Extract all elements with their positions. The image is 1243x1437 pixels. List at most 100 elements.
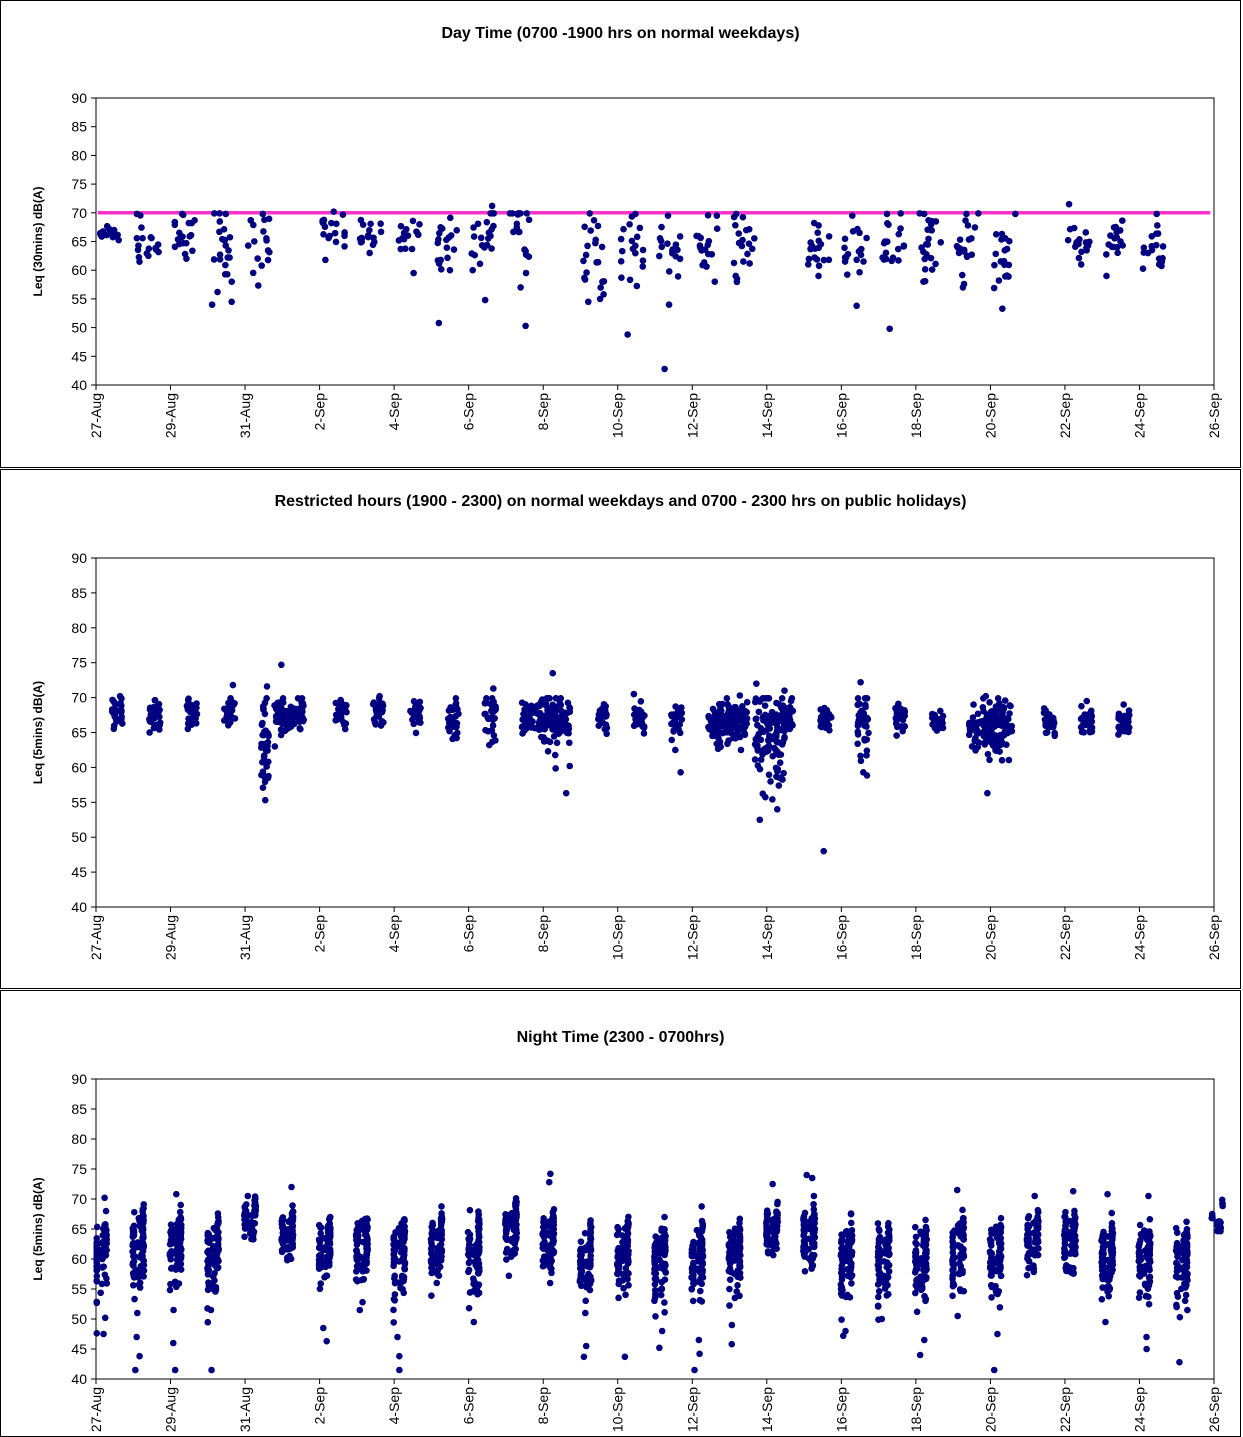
data-point — [171, 1278, 179, 1286]
data-point — [893, 732, 900, 739]
data-point — [453, 719, 461, 727]
data-point — [326, 1214, 334, 1222]
data-point — [1051, 729, 1058, 737]
data-point — [274, 699, 281, 707]
data-point — [987, 1242, 995, 1249]
data-point — [1216, 1224, 1223, 1232]
data-point — [860, 258, 867, 265]
data-point — [930, 718, 938, 726]
data-point — [97, 1247, 105, 1255]
data-point — [489, 722, 497, 729]
data-point — [428, 1264, 436, 1271]
data-point — [519, 723, 526, 730]
data-point — [485, 715, 492, 723]
data-point — [733, 1288, 741, 1295]
data-point — [696, 1296, 704, 1304]
data-point — [559, 717, 566, 724]
data-point — [614, 1260, 621, 1268]
data-point — [1107, 232, 1114, 239]
data-point — [911, 1223, 919, 1231]
data-point — [804, 261, 812, 268]
data-point — [695, 1278, 703, 1286]
data-point — [1176, 1313, 1184, 1321]
x-tick-label: 12-Sep — [684, 1387, 700, 1432]
data-point — [633, 233, 641, 241]
data-point — [876, 1227, 883, 1235]
data-point — [1086, 727, 1094, 734]
data-point — [857, 251, 865, 259]
data-point — [130, 1208, 138, 1216]
data-point — [522, 322, 529, 330]
data-point — [99, 1239, 106, 1246]
y-tick-label: 75 — [71, 176, 87, 192]
data-point — [1031, 1248, 1038, 1255]
data-point — [988, 1294, 995, 1301]
data-point — [632, 242, 639, 250]
data-point — [886, 325, 894, 333]
data-point — [582, 251, 590, 259]
data-point — [173, 1190, 180, 1198]
data-point — [995, 1239, 1003, 1247]
data-point — [263, 683, 271, 690]
data-point — [848, 1227, 856, 1234]
data-point — [1135, 1250, 1143, 1257]
data-point — [475, 1224, 482, 1231]
data-point — [690, 1279, 697, 1287]
data-point — [561, 709, 569, 717]
data-point — [618, 274, 625, 281]
data-point — [134, 1239, 142, 1246]
data-point — [841, 244, 848, 252]
chart-panel-restricted-hours: Restricted hours (1900 - 2300) on normal… — [0, 469, 1241, 989]
x-tick-label: 2-Sep — [312, 915, 328, 953]
data-point — [734, 1272, 742, 1279]
data-point — [416, 220, 423, 228]
data-point — [674, 273, 682, 280]
data-point — [731, 707, 739, 714]
data-point — [341, 243, 348, 250]
data-point — [1146, 1215, 1154, 1223]
data-point — [763, 1220, 770, 1227]
data-point — [261, 216, 268, 224]
data-point — [1120, 701, 1127, 708]
x-tick-label: 18-Sep — [908, 915, 924, 960]
data-point — [807, 245, 814, 253]
data-point — [112, 707, 120, 714]
data-point — [918, 1280, 925, 1288]
data-point — [207, 1306, 215, 1314]
data-point — [975, 739, 983, 746]
data-point — [630, 690, 638, 698]
data-point — [263, 763, 270, 770]
data-point — [154, 241, 162, 248]
data-point — [133, 234, 141, 242]
data-point — [639, 263, 647, 270]
x-tick-label: 26-Sep — [1206, 393, 1222, 438]
data-point — [542, 702, 550, 709]
data-point — [288, 720, 296, 728]
data-point — [845, 1240, 853, 1248]
data-point — [1078, 728, 1086, 736]
data-point — [552, 708, 559, 716]
data-point — [756, 816, 764, 824]
data-point — [955, 249, 963, 257]
data-point — [97, 229, 104, 237]
data-point — [949, 1244, 957, 1252]
data-point — [93, 1239, 101, 1246]
data-point — [1034, 1206, 1042, 1214]
data-point — [900, 723, 907, 730]
data-point — [1174, 1250, 1182, 1257]
data-point — [771, 1245, 778, 1252]
data-point — [525, 216, 533, 224]
data-point — [696, 1287, 704, 1295]
data-point — [1148, 232, 1156, 240]
data-point — [754, 742, 761, 749]
data-point — [865, 729, 872, 737]
data-point — [1098, 1296, 1106, 1303]
data-point — [150, 724, 158, 732]
data-point — [694, 1254, 702, 1261]
data-point — [437, 1221, 445, 1229]
data-point — [969, 714, 977, 721]
data-point — [396, 1366, 403, 1374]
data-point — [723, 694, 731, 702]
data-point — [517, 284, 524, 291]
data-point — [428, 1248, 436, 1256]
